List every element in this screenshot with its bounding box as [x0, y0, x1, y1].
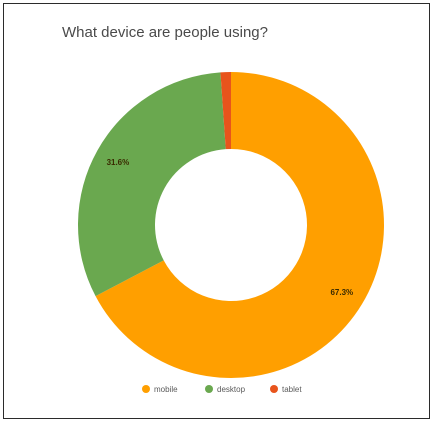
legend-marker-mobile	[142, 385, 150, 393]
slice-label-desktop: 31.6%	[107, 158, 130, 167]
legend-label-mobile: mobile	[154, 385, 178, 394]
slice-tablet	[220, 72, 231, 150]
donut-slices	[78, 72, 385, 378]
chart-frame: What device are people using? 67.3% 31.6%…	[3, 3, 430, 419]
chart-title: What device are people using?	[62, 24, 268, 41]
chart-legend: mobile desktop tablet	[142, 385, 302, 394]
legend-label-tablet: tablet	[282, 385, 302, 394]
donut-chart: 67.3% 31.6% mobile desktop tablet	[78, 72, 385, 394]
slice-desktop	[78, 72, 226, 297]
slice-label-mobile: 67.3%	[330, 288, 353, 297]
legend-marker-desktop	[205, 385, 213, 393]
legend-marker-tablet	[270, 385, 278, 393]
slice-labels: 67.3% 31.6%	[107, 158, 354, 297]
legend-label-desktop: desktop	[217, 385, 246, 394]
slice-mobile	[95, 72, 385, 378]
